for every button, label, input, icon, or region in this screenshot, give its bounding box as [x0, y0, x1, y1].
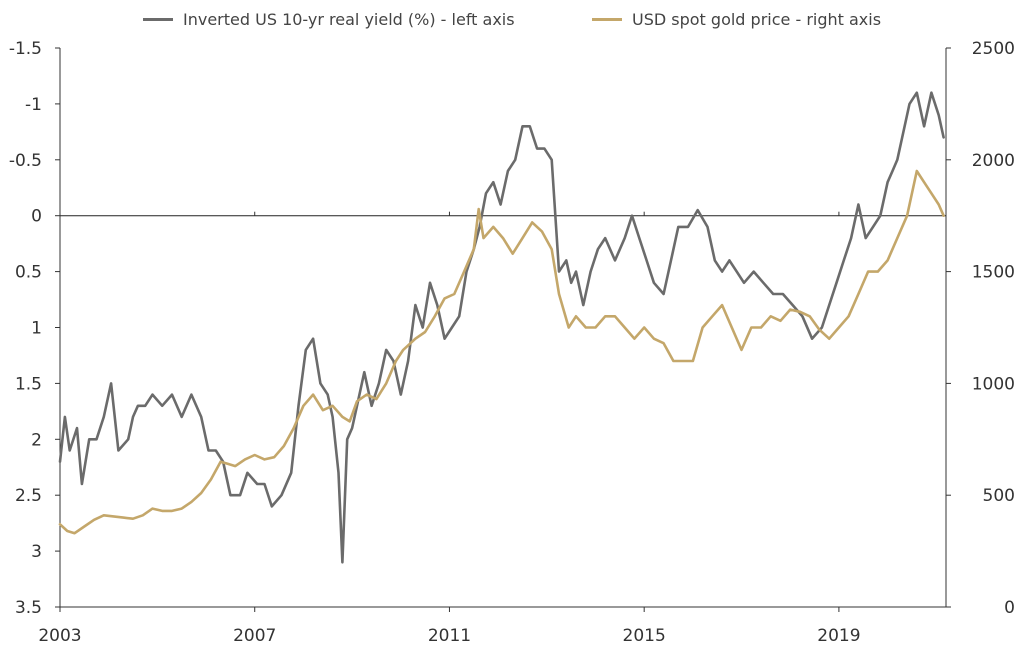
- left-tick-label: 0.5: [15, 263, 42, 283]
- legend-label-gold: USD spot gold price - right axis: [632, 10, 882, 29]
- legend-label-yield: Inverted US 10-yr real yield (%) - left …: [183, 10, 515, 29]
- legend-swatch-gold: [592, 18, 622, 21]
- left-tick-label: 2: [31, 430, 42, 450]
- x-tick-label: 2003: [38, 626, 81, 646]
- right-tick-label: 1000: [972, 374, 1015, 394]
- series-line-yield: [58, 91, 945, 564]
- left-tick-label: 3.5: [15, 598, 42, 618]
- left-tick-label: 1.5: [15, 374, 42, 394]
- x-tick-label: 2015: [623, 626, 666, 646]
- left-tick-label: -1.5: [9, 39, 42, 59]
- legend-item-gold: USD spot gold price - right axis: [592, 10, 881, 29]
- x-tick-label: 2019: [817, 626, 860, 646]
- left-tick-label: 3: [31, 542, 42, 562]
- chart-series: [58, 91, 945, 564]
- chart-tick-labels: -1.5 -1 -0.5 0 0.5 1 1.5 2 2.5 3 3.5 2500 2000 1500 10…: [9, 39, 1015, 646]
- x-tick-label: 2007: [233, 626, 276, 646]
- chart-axes: [55, 47, 951, 612]
- legend-item-yield: Inverted US 10-yr real yield (%) - left …: [143, 10, 515, 29]
- left-tick-label: -1: [25, 95, 42, 115]
- right-tick-label: 2000: [972, 151, 1015, 171]
- left-tick-label: -0.5: [9, 151, 42, 171]
- right-tick-label: 500: [983, 486, 1015, 506]
- legend-swatch-yield: [143, 18, 173, 21]
- right-tick-label: 2500: [972, 39, 1015, 59]
- left-tick-label: 1: [31, 319, 42, 339]
- series-line-gold: [58, 169, 945, 535]
- right-tick-label: 1500: [972, 263, 1015, 283]
- x-tick-label: 2011: [428, 626, 471, 646]
- right-tick-label: 0: [1004, 598, 1015, 618]
- left-tick-label: 2.5: [15, 486, 42, 506]
- legend: Inverted US 10-yr real yield (%) - left …: [0, 10, 1018, 36]
- left-tick-label: 0: [31, 207, 42, 227]
